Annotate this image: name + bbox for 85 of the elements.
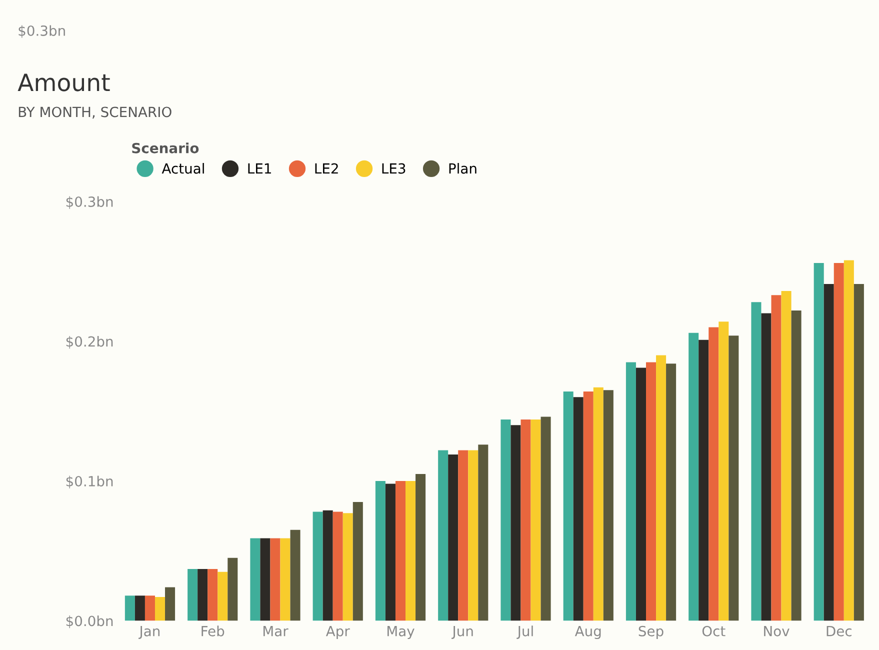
legend-label: Plan — [449, 162, 476, 174]
bar — [656, 355, 666, 621]
bar — [844, 260, 854, 621]
bar — [698, 340, 709, 621]
x-tick-label: Dec — [826, 626, 852, 636]
chart-title: Amount — [18, 74, 110, 92]
x-tick-label: Jan — [138, 626, 160, 639]
legend-label: Actual — [162, 162, 204, 174]
bar — [250, 538, 260, 621]
bar — [854, 284, 864, 621]
legend-label: LE1 — [248, 163, 271, 174]
bar — [322, 510, 333, 621]
bar — [688, 332, 699, 621]
x-tick-label: Apr — [326, 626, 350, 640]
x-tick-label: Oct — [702, 626, 726, 636]
bar — [771, 295, 782, 621]
y-tick-label: $0.3bn — [66, 196, 113, 209]
bar — [751, 302, 762, 621]
bar — [260, 538, 270, 621]
bar — [188, 569, 198, 621]
bar — [563, 392, 574, 621]
y-tick-label: $0.0bn — [66, 615, 113, 628]
bar — [375, 481, 386, 621]
bar — [342, 513, 353, 621]
bar — [540, 416, 551, 621]
bar — [728, 336, 739, 621]
legend-title: Scenario — [132, 142, 199, 154]
bar — [352, 502, 363, 621]
bar — [270, 538, 280, 621]
bar — [458, 450, 468, 621]
bar — [834, 262, 844, 621]
bar — [198, 569, 208, 621]
x-tick-label: Jun — [452, 626, 473, 639]
bar — [708, 327, 719, 621]
bar — [448, 454, 458, 621]
bar — [124, 596, 135, 621]
legend-label: LE3 — [382, 163, 406, 174]
bar — [406, 481, 416, 621]
bar — [761, 313, 772, 621]
bar — [718, 322, 729, 621]
bar — [218, 572, 228, 621]
bar — [520, 420, 531, 621]
x-tick-label: Jul — [516, 626, 533, 639]
legend-label: LE2 — [315, 163, 338, 174]
bar — [134, 596, 145, 621]
bar — [593, 387, 604, 621]
bar — [144, 596, 155, 621]
bar — [312, 512, 323, 621]
bar — [290, 530, 300, 621]
bar — [573, 397, 584, 621]
bar — [468, 450, 478, 621]
bar — [583, 392, 594, 621]
bar — [280, 538, 290, 621]
bar — [208, 569, 218, 621]
x-tick-label: Sep — [638, 626, 664, 640]
chart-subtitle: BY MONTH, SCENARIO — [18, 106, 172, 119]
x-tick-label: Nov — [764, 626, 790, 636]
bar — [666, 364, 676, 621]
bar — [154, 596, 166, 621]
bar — [438, 450, 448, 621]
bar — [500, 420, 511, 621]
bar — [228, 558, 238, 621]
bar — [814, 262, 824, 621]
y-tick-label: $0.2bn — [66, 336, 113, 349]
bar — [646, 362, 656, 621]
x-tick-label: Mar — [263, 626, 288, 636]
bar — [385, 484, 396, 621]
bar — [510, 425, 521, 621]
bar — [332, 512, 343, 621]
bar — [626, 362, 636, 621]
bar — [395, 481, 406, 621]
x-tick-label: Feb — [202, 626, 224, 636]
bar — [165, 587, 176, 621]
bar — [530, 420, 541, 621]
bar — [478, 444, 488, 621]
text: $0.3bn — [18, 25, 65, 38]
y-tick-label: $0.1bn — [66, 476, 113, 488]
bar — [636, 368, 646, 621]
bar — [781, 290, 792, 621]
bar — [791, 310, 802, 621]
x-tick-label: Aug — [574, 626, 601, 640]
bar — [824, 284, 834, 621]
bar — [416, 474, 426, 621]
bar — [603, 390, 614, 621]
x-tick-label: May — [388, 626, 414, 640]
